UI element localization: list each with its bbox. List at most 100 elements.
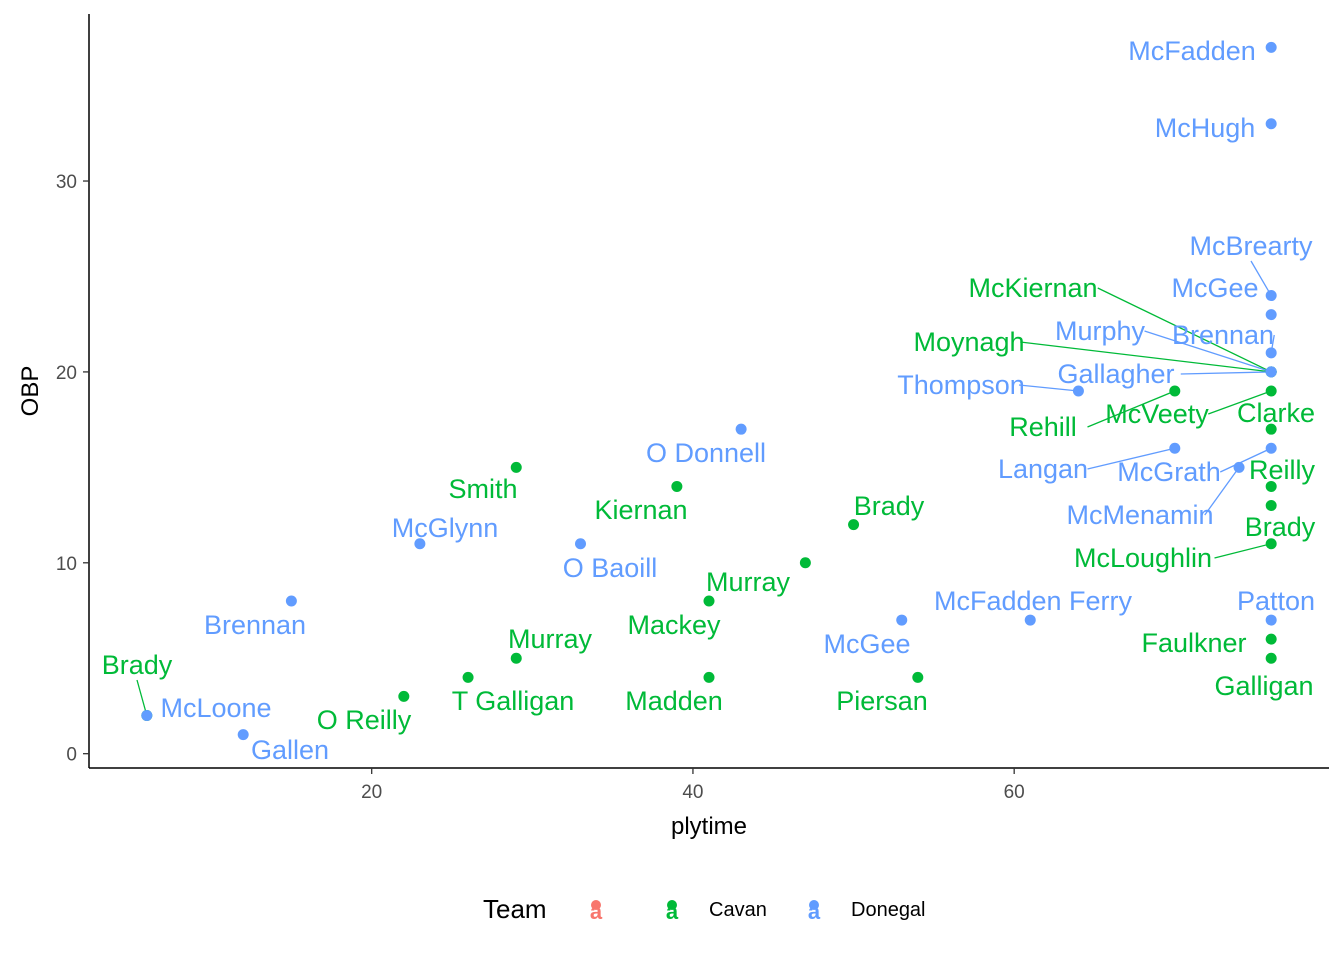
data-point-donegal: [1265, 366, 1277, 378]
leader-line: [1214, 543, 1272, 559]
data-point-cavan: [1265, 500, 1277, 512]
data-point-donegal: [1265, 442, 1277, 454]
data-point-donegal: [1024, 614, 1036, 626]
legend-key-letter-cavan: a: [666, 899, 679, 924]
leader-line: [1087, 390, 1176, 428]
data-point-donegal: [575, 538, 587, 550]
point-label-donegal: McLoone: [160, 693, 271, 723]
point-label-cavan: McVeety: [1105, 399, 1209, 429]
data-point-donegal: [1265, 41, 1277, 53]
y-axis-title: OBP: [17, 366, 44, 417]
point-label-cavan: Kiernan: [594, 495, 687, 525]
point-label-cavan: Brady: [102, 650, 173, 680]
data-point-donegal: [1233, 461, 1245, 473]
data-point-cavan: [1265, 633, 1277, 645]
data-point-donegal: [1265, 290, 1277, 302]
y-tick-label: 20: [56, 363, 77, 384]
data-point-donegal: [1265, 614, 1277, 626]
point-label-donegal: McFadden Ferry: [934, 586, 1133, 616]
point-label-donegal: McGee: [823, 629, 910, 659]
leader-line: [1018, 384, 1079, 392]
point-label-donegal: Murphy: [1055, 316, 1146, 346]
point-label-donegal: Patton: [1237, 586, 1315, 616]
legend-key-letter-other: a: [590, 899, 603, 924]
point-label-cavan: Moynagh: [913, 327, 1024, 357]
legend-label-cavan: Cavan: [709, 899, 767, 921]
axis-ticks: 20 40 60 0 10 20 30: [56, 172, 1025, 803]
x-tick-label: 60: [1004, 782, 1025, 803]
y-tick-label: 0: [66, 745, 77, 766]
point-label-donegal: O Baoill: [563, 553, 658, 583]
point-label-donegal: McHugh: [1155, 113, 1256, 143]
point-label-donegal: McGrath: [1117, 457, 1221, 487]
data-point-donegal: [896, 614, 908, 626]
leader-line: [136, 679, 148, 716]
data-point-cavan: [1265, 480, 1277, 492]
data-point-cavan: [510, 652, 522, 664]
point-label-cavan: Madden: [625, 686, 723, 716]
point-label-cavan: Reilly: [1249, 455, 1316, 485]
data-point-cavan: [462, 671, 474, 683]
point-label-cavan: Smith: [448, 474, 517, 504]
data-point-cavan: [510, 461, 522, 473]
point-label-cavan: Faulkner: [1141, 628, 1246, 658]
point-label-cavan: Rehill: [1009, 412, 1077, 442]
data-point-donegal: [1265, 118, 1277, 130]
data-point-cavan: [1265, 385, 1277, 397]
point-label-donegal: McMenamin: [1066, 500, 1213, 530]
point-label-cavan: Mackey: [627, 610, 721, 640]
data-point-cavan: [1169, 385, 1181, 397]
data-point-donegal: [735, 423, 747, 435]
legend-key-letter-donegal: a: [808, 899, 821, 924]
data-point-cavan: [1265, 652, 1277, 664]
data-point-donegal: [1265, 309, 1277, 321]
point-label-cavan: McLoughlin: [1074, 543, 1212, 573]
point-label-cavan: O Reilly: [317, 705, 412, 735]
point-label-donegal: Thompson: [897, 370, 1025, 400]
legend-label-donegal: Donegal: [851, 899, 926, 921]
point-label-cavan: Piersan: [836, 686, 928, 716]
data-point-cavan: [671, 480, 683, 492]
leader-line: [1144, 330, 1272, 373]
legend-key-point-other: [591, 900, 601, 910]
data-point-cavan: [398, 690, 410, 702]
point-label-cavan: McKiernan: [968, 273, 1097, 303]
point-label-donegal: Brennan: [1172, 320, 1274, 350]
leader-line: [1087, 447, 1175, 470]
x-axis-title: plytime: [671, 813, 747, 840]
data-point-cavan: [1265, 423, 1277, 435]
data-point-cavan: [912, 671, 924, 683]
leader-line: [1208, 390, 1272, 415]
data-point-donegal: [237, 729, 249, 741]
y-tick-label: 30: [56, 172, 77, 193]
data-point-cavan: [703, 671, 715, 683]
axes: [88, 14, 1329, 769]
point-label-cavan: Brady: [1245, 512, 1316, 542]
x-tick-label: 40: [682, 782, 703, 803]
data-point-cavan: [848, 519, 860, 531]
point-label-donegal: O Donnell: [646, 438, 766, 468]
point-label-cavan: Galligan: [1214, 671, 1313, 701]
point-label-donegal: McGee: [1171, 273, 1258, 303]
data-point-donegal: [1265, 347, 1277, 359]
legend-key-point-cavan: [667, 900, 677, 910]
point-label-cavan: Murray: [706, 567, 791, 597]
data-point-cavan: [703, 595, 715, 607]
point-label-donegal: Langan: [998, 454, 1088, 484]
point-label-cavan: T Galligan: [452, 686, 575, 716]
leader-line: [1250, 260, 1272, 296]
data-point-donegal: [1169, 442, 1181, 454]
data-points: [141, 41, 1277, 741]
y-tick-label: 10: [56, 554, 77, 575]
label-leader-lines: [136, 260, 1275, 716]
point-label-cavan: Clarke: [1237, 398, 1315, 428]
leader-line: [1219, 447, 1272, 473]
x-tick-label: 20: [361, 782, 382, 803]
legend: Team a a Cavan a Donegal: [483, 894, 926, 924]
data-point-donegal: [1072, 385, 1084, 397]
data-point-donegal: [414, 538, 426, 550]
leader-line: [1020, 341, 1272, 373]
point-label-donegal: Gallen: [251, 735, 329, 765]
